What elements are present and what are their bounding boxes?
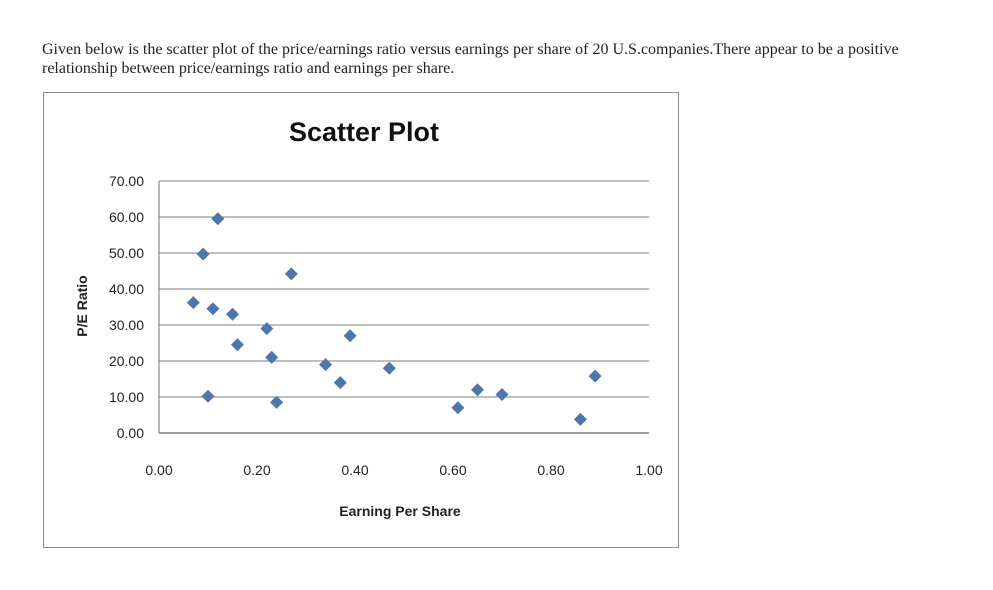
y-tick-label: 50.00 [109, 245, 144, 261]
data-point [201, 389, 215, 403]
data-point [451, 401, 465, 415]
data-point [573, 412, 587, 426]
data-point [471, 383, 484, 397]
y-tick-labels: 0.00 10.00 20.00 30.00 40.00 50.00 60.00 70.00 [109, 173, 144, 441]
data-point [319, 358, 333, 372]
data-point [186, 296, 200, 310]
y-tick-label: 20.00 [109, 353, 144, 369]
y-tick-label: 60.00 [109, 209, 144, 225]
data-point [382, 361, 396, 375]
data-point [270, 395, 284, 409]
chart-frame: Scatter Plot 0.00 10.00 20.00 30.00 40.00 50.… [43, 92, 679, 548]
data-point [284, 267, 298, 281]
data-point [333, 376, 347, 390]
data-point [196, 247, 210, 261]
data-point [343, 329, 357, 343]
intro-paragraph: Given below is the scatter plot of the p… [42, 41, 899, 77]
x-tick-label: 0.00 [145, 462, 172, 478]
data-points [186, 212, 602, 426]
x-tick-label: 0.20 [243, 462, 270, 478]
data-point [211, 212, 225, 226]
y-tick-label: 30.00 [109, 317, 144, 333]
gridlines [158, 180, 649, 434]
data-point [265, 350, 279, 364]
x-tick-label: 0.60 [439, 462, 466, 478]
scatter-chart: Scatter Plot 0.00 10.00 20.00 30.00 40.00 50.… [74, 117, 663, 519]
data-point [226, 307, 239, 321]
y-tick-label: 10.00 [109, 389, 144, 405]
x-tick-label: 0.40 [341, 462, 368, 478]
x-axis-label: Earning Per Share [339, 503, 461, 519]
y-tick-label: 0.00 [117, 425, 144, 441]
chart-title: Scatter Plot [289, 117, 439, 147]
x-tick-labels: 0.00 0.20 0.40 0.60 0.80 1.00 [145, 462, 662, 478]
data-point [260, 322, 274, 336]
x-tick-label: 0.80 [537, 462, 564, 478]
y-axis-label: P/E Ratio [74, 275, 90, 336]
data-point [230, 338, 244, 352]
y-tick-label: 40.00 [109, 281, 144, 297]
data-point [588, 369, 602, 383]
data-point [495, 387, 509, 401]
x-tick-label: 1.00 [635, 462, 662, 478]
y-tick-label: 70.00 [109, 173, 144, 189]
data-point [206, 302, 220, 316]
